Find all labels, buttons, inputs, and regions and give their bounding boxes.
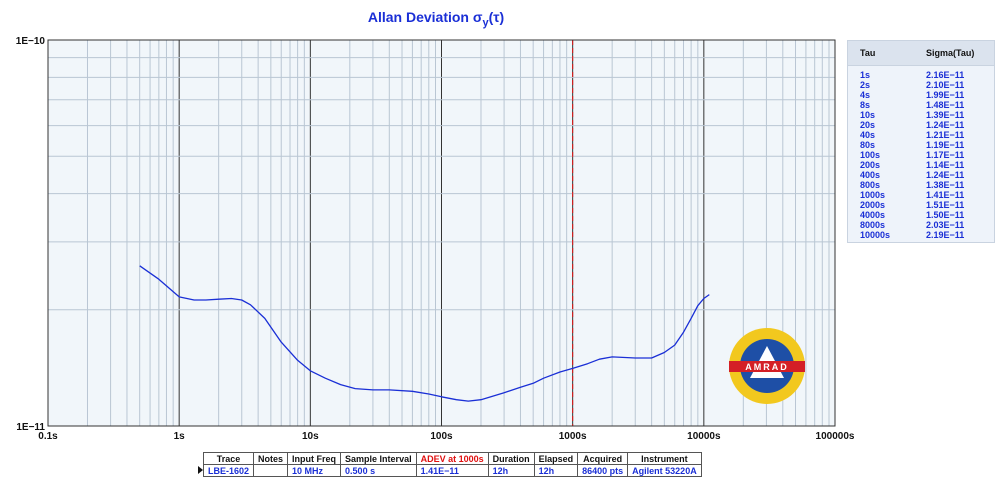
tau-value: 20s — [860, 120, 876, 130]
tau-value: 4000s — [860, 210, 886, 220]
row-pointer-icon — [198, 465, 203, 474]
trace-selected-marker — [198, 465, 204, 477]
x-tick-label: 1s — [174, 431, 186, 442]
tau-row: 2s 2.10E−11 — [848, 80, 994, 90]
tau-row: 10s 1.39E−11 — [848, 110, 994, 120]
sigma-value: 1.99E−11 — [926, 90, 965, 100]
x-tick-label: 1000s — [559, 431, 587, 442]
logo-text: AMRAD — [745, 362, 789, 372]
trace-header: Trace — [202, 452, 255, 465]
tau-row: 4000s 1.50E−11 — [848, 210, 994, 220]
input-freq-value: 10 MHz — [287, 464, 342, 477]
adev-1000s-value: 1.41E−11 — [415, 464, 489, 477]
notes-value — [253, 464, 289, 477]
tau-table-header: Tau Sigma(Tau) — [848, 41, 994, 66]
x-tick-label: 100000s — [816, 431, 855, 442]
tau-row: 4s 1.99E−11 — [848, 90, 994, 100]
sigma-value: 2.19E−11 — [926, 230, 965, 240]
amrad-logo: AMRAD — [729, 328, 805, 404]
tau-row: 80s 1.19E−11 — [848, 140, 994, 150]
tau-row: 1000s 1.41E−11 — [848, 190, 994, 200]
sigma-value: 1.48E−11 — [926, 100, 965, 110]
tau-row: 400s 1.24E−11 — [848, 170, 994, 180]
sigma-value: 1.17E−11 — [926, 150, 965, 160]
sigma-value: 1.39E−11 — [926, 110, 965, 120]
tau-value: 800s — [860, 180, 881, 190]
x-tick-label: 100s — [430, 431, 453, 442]
tau-row: 40s 1.21E−11 — [848, 130, 994, 140]
tau-sigma-table: Tau Sigma(Tau) 1s 2.16E−11 2s 2.10E−11 4s 1.9… — [847, 40, 995, 243]
instrument-value: Agilent 53220A — [627, 464, 702, 477]
tau-row: 8s 1.48E−11 — [848, 100, 994, 110]
tau-value: 4s — [860, 90, 871, 100]
tau-row: 1s 2.16E−11 — [848, 70, 994, 80]
tau-row: 800s 1.38E−11 — [848, 180, 994, 190]
sigma-value: 1.41E−11 — [926, 190, 965, 200]
tau-value: 10s — [860, 110, 876, 120]
trace-value-row[interactable]: LBE-1602 10 MHz 0.500 s 1.41E−11 12h 12h 86400… — [198, 464, 702, 477]
sigma-value: 2.16E−11 — [926, 70, 965, 80]
sigma-value: 1.51E−11 — [926, 200, 965, 210]
plot-area: 0.1s 1s 10s 100s 1000s 10000s 100000s 1E−10 1E−1… — [16, 36, 855, 442]
acquired-value: 86400 pts — [577, 464, 629, 477]
x-tick-label: 0.1s — [38, 431, 58, 442]
tau-value: 10000s — [860, 230, 891, 240]
tau-row: 200s 1.14E−11 — [848, 160, 994, 170]
trace-value: LBE-1602 — [202, 464, 255, 477]
tau-value: 1s — [860, 70, 871, 80]
tau-value: 2s — [860, 80, 871, 90]
y-tick-label: 1E−11 — [16, 422, 45, 433]
tau-header: Tau — [860, 48, 876, 58]
sigma-value: 1.19E−11 — [926, 140, 965, 150]
logo-band — [729, 361, 805, 372]
x-tick-label: 10000s — [687, 431, 721, 442]
notes-header: Notes — [253, 452, 289, 465]
tau-row: 20s 1.24E−11 — [848, 120, 994, 130]
sigma-value: 1.50E−11 — [926, 210, 965, 220]
trace-info-table: Trace Notes Input Freq Sample Interval ADEV … — [198, 452, 702, 477]
adev-1000s-header: ADEV at 1000s — [415, 452, 489, 465]
elapsed-value: 12h — [533, 464, 579, 477]
tau-table-rows: 1s 2.16E−11 2s 2.10E−11 4s 1.99E−11 8s 1.48E−11… — [848, 66, 994, 242]
input-freq-header: Input Freq — [287, 452, 342, 465]
sigma-value: 2.10E−11 — [926, 80, 965, 90]
tau-value: 8000s — [860, 220, 886, 230]
sigma-value: 1.14E−11 — [926, 160, 965, 170]
x-tick-label: 10s — [302, 431, 319, 442]
chart-title: Allan Deviation σy(τ) — [368, 9, 504, 29]
trace-header-row: Trace Notes Input Freq Sample Interval ADEV … — [198, 452, 702, 465]
sample-interval-value: 0.500 s — [340, 464, 417, 477]
allan-deviation-line — [139, 265, 710, 402]
sigma-value: 1.24E−11 — [926, 170, 965, 180]
plot-frame — [47, 39, 836, 427]
sigma-value: 1.38E−11 — [926, 180, 965, 190]
tau-value: 100s — [860, 150, 881, 160]
duration-header: Duration — [487, 452, 535, 465]
elapsed-header: Elapsed — [533, 452, 579, 465]
tau-value: 1000s — [860, 190, 886, 200]
tau-value: 8s — [860, 100, 871, 110]
tau-value: 200s — [860, 160, 881, 170]
tau-value: 40s — [860, 130, 876, 140]
y-tick-label: 1E−10 — [16, 36, 46, 47]
tau-value: 400s — [860, 170, 881, 180]
tau-row: 100s 1.17E−11 — [848, 150, 994, 160]
tau-row: 8000s 2.03E−11 — [848, 220, 994, 230]
tau-value: 80s — [860, 140, 876, 150]
duration-value: 12h — [487, 464, 535, 477]
instrument-header: Instrument — [627, 452, 702, 465]
tau-row: 2000s 1.51E−11 — [848, 200, 994, 210]
sigma-header: Sigma(Tau) — [926, 48, 975, 58]
tau-row: 10000s 2.19E−11 — [848, 230, 994, 240]
sigma-value: 2.03E−11 — [926, 220, 965, 230]
sample-interval-header: Sample Interval — [340, 452, 417, 465]
sigma-value: 1.21E−11 — [926, 130, 965, 140]
acquired-header: Acquired — [577, 452, 629, 465]
sigma-value: 1.24E−11 — [926, 120, 965, 130]
tau-value: 2000s — [860, 200, 886, 210]
trace-marker-spacer — [198, 452, 204, 465]
